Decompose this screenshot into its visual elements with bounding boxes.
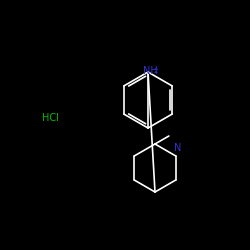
Text: 2: 2 xyxy=(154,68,158,74)
Text: N: N xyxy=(174,143,182,153)
Text: NH: NH xyxy=(143,66,158,76)
Text: HCl: HCl xyxy=(42,113,59,123)
